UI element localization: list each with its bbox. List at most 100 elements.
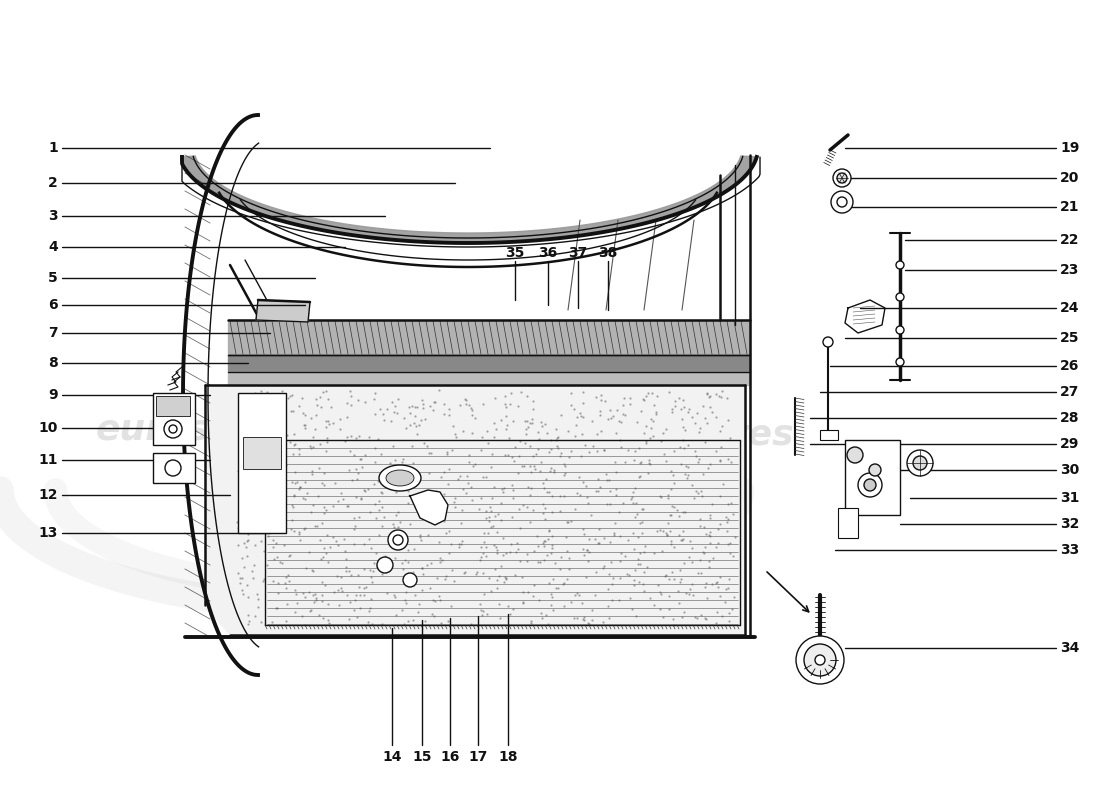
Point: [719, 582, 737, 594]
Text: 25: 25: [1060, 331, 1079, 345]
Point: [612, 572, 629, 585]
Point: [680, 550, 697, 563]
Point: [556, 576, 573, 589]
Point: [286, 477, 304, 490]
Point: [439, 615, 456, 628]
Text: 34: 34: [1060, 641, 1079, 655]
Point: [683, 555, 701, 568]
Point: [359, 482, 376, 495]
Point: [310, 608, 328, 621]
Text: 12: 12: [39, 488, 58, 502]
Text: 4: 4: [48, 240, 58, 254]
Point: [242, 437, 260, 450]
Point: [341, 596, 359, 609]
Point: [474, 546, 492, 559]
Point: [296, 419, 314, 432]
Text: 21: 21: [1060, 200, 1079, 214]
Point: [410, 598, 428, 611]
Point: [544, 464, 562, 477]
Point: [579, 490, 596, 503]
Point: [574, 542, 592, 555]
Point: [249, 398, 266, 411]
Point: [521, 460, 539, 473]
Text: 37: 37: [569, 246, 587, 260]
Point: [339, 397, 356, 410]
Point: [513, 460, 530, 473]
Point: [270, 577, 287, 590]
Point: [284, 501, 301, 514]
Point: [515, 597, 532, 610]
Point: [440, 546, 458, 559]
Point: [543, 591, 561, 604]
Point: [642, 422, 660, 435]
Point: [689, 406, 706, 419]
Circle shape: [804, 644, 836, 676]
Point: [649, 579, 667, 592]
Point: [283, 475, 300, 488]
Point: [301, 440, 319, 453]
Point: [295, 586, 312, 599]
Point: [302, 563, 320, 576]
Point: [638, 560, 656, 573]
Point: [525, 504, 542, 517]
Point: [674, 533, 692, 546]
Point: [250, 481, 267, 494]
Point: [596, 395, 614, 408]
Point: [355, 589, 373, 602]
Point: [525, 395, 542, 408]
Point: [664, 476, 682, 489]
Point: [319, 598, 337, 610]
Circle shape: [913, 456, 927, 470]
Point: [453, 504, 471, 517]
Point: [302, 604, 320, 617]
Point: [372, 448, 389, 461]
Point: [387, 609, 405, 622]
Point: [628, 416, 646, 429]
Point: [329, 539, 346, 552]
Point: [341, 385, 359, 398]
Point: [651, 586, 669, 598]
Point: [574, 613, 592, 626]
Point: [241, 417, 258, 430]
Point: [664, 500, 682, 513]
Point: [421, 399, 439, 412]
Point: [400, 489, 418, 502]
Point: [619, 443, 637, 456]
Point: [600, 611, 617, 624]
Point: [425, 506, 442, 519]
Point: [474, 398, 492, 410]
FancyBboxPatch shape: [838, 508, 858, 538]
Point: [252, 506, 270, 518]
Text: 6: 6: [48, 298, 58, 312]
Point: [626, 578, 644, 591]
Point: [580, 618, 597, 630]
Point: [698, 386, 716, 399]
Polygon shape: [845, 300, 886, 333]
Point: [249, 601, 266, 614]
Point: [618, 568, 636, 581]
Point: [427, 500, 444, 513]
Point: [692, 519, 710, 532]
Point: [308, 591, 326, 604]
Point: [532, 456, 550, 469]
Point: [239, 590, 256, 603]
Point: [411, 528, 429, 541]
Point: [414, 562, 431, 574]
Point: [717, 511, 735, 524]
Point: [406, 588, 424, 601]
Point: [614, 497, 631, 510]
Text: 10: 10: [39, 421, 58, 435]
Point: [707, 541, 725, 554]
Point: [542, 442, 560, 455]
Point: [334, 493, 352, 506]
Point: [658, 526, 675, 539]
Point: [470, 502, 487, 515]
Point: [556, 490, 573, 502]
Text: 38: 38: [598, 246, 618, 260]
Point: [442, 538, 460, 550]
Point: [299, 546, 317, 558]
Point: [409, 606, 427, 618]
Point: [346, 519, 364, 532]
Point: [674, 394, 692, 406]
Text: 32: 32: [1060, 517, 1079, 531]
